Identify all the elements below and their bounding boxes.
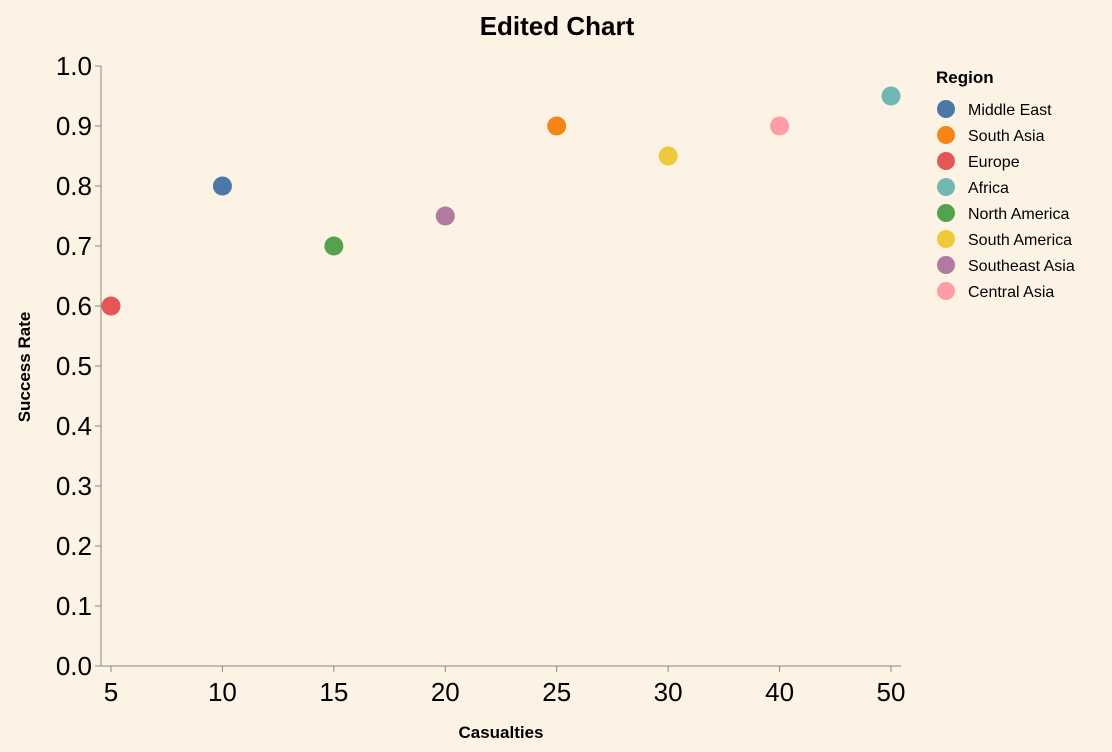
data-point <box>658 146 678 166</box>
legend-label: South Asia <box>968 128 1045 145</box>
y-tick-label: 0.7 <box>56 231 92 261</box>
y-tick-label: 0.9 <box>56 111 92 141</box>
legend-swatch <box>937 100 955 118</box>
legend-swatch <box>937 178 955 196</box>
legend-swatch <box>937 126 955 144</box>
legend-swatch <box>937 282 955 300</box>
legend-swatch <box>937 256 955 274</box>
y-tick-label: 0.6 <box>56 291 92 321</box>
legend-label: Africa <box>968 180 1009 197</box>
y-tick-label: 0.1 <box>56 591 92 621</box>
x-tick-label: 20 <box>431 677 460 707</box>
x-axis-title: Casualties <box>458 723 543 742</box>
data-point <box>324 236 344 256</box>
y-tick-label: 0.2 <box>56 531 92 561</box>
legend-label: South America <box>968 232 1072 249</box>
data-point <box>881 86 901 106</box>
legend-swatch <box>937 204 955 222</box>
data-points <box>101 86 901 316</box>
data-point <box>547 116 567 136</box>
legend-label: Central Asia <box>968 284 1054 301</box>
x-tick-label: 5 <box>104 677 118 707</box>
y-tick-label: 1.0 <box>56 51 92 81</box>
y-tick-label: 0.5 <box>56 351 92 381</box>
x-tick-label: 40 <box>765 677 794 707</box>
legend-label: Europe <box>968 154 1020 171</box>
y-tick-label: 0.4 <box>56 411 92 441</box>
chart-title: Edited Chart <box>480 11 635 41</box>
y-tick-label: 0.8 <box>56 171 92 201</box>
x-tick-label: 30 <box>654 677 683 707</box>
legend-label: North America <box>968 206 1069 223</box>
data-point <box>212 176 232 196</box>
x-tick-label: 25 <box>542 677 571 707</box>
x-axis: 5 10 15 20 25 30 40 50 <box>101 665 906 707</box>
y-axis-title: Success Rate <box>15 312 34 423</box>
legend-label: Middle East <box>968 102 1052 119</box>
legend: Region Middle East South Asia Europe Africa… <box>936 68 1075 301</box>
legend-swatch <box>937 230 955 248</box>
x-tick-label: 50 <box>877 677 906 707</box>
y-tick-label: 0.3 <box>56 471 92 501</box>
x-tick-label: 10 <box>208 677 237 707</box>
y-axis: 0.0 0.1 0.2 0.3 0.4 0.5 0.6 0.7 0.8 0.9 1.0 <box>56 51 102 681</box>
data-point <box>770 116 790 136</box>
legend-swatch <box>937 152 955 170</box>
legend-title: Region <box>936 68 994 87</box>
y-tick-label: 0.0 <box>56 651 92 681</box>
legend-label: Southeast Asia <box>968 258 1075 275</box>
data-point <box>101 296 121 316</box>
x-tick-label: 15 <box>319 677 348 707</box>
data-point <box>435 206 455 226</box>
